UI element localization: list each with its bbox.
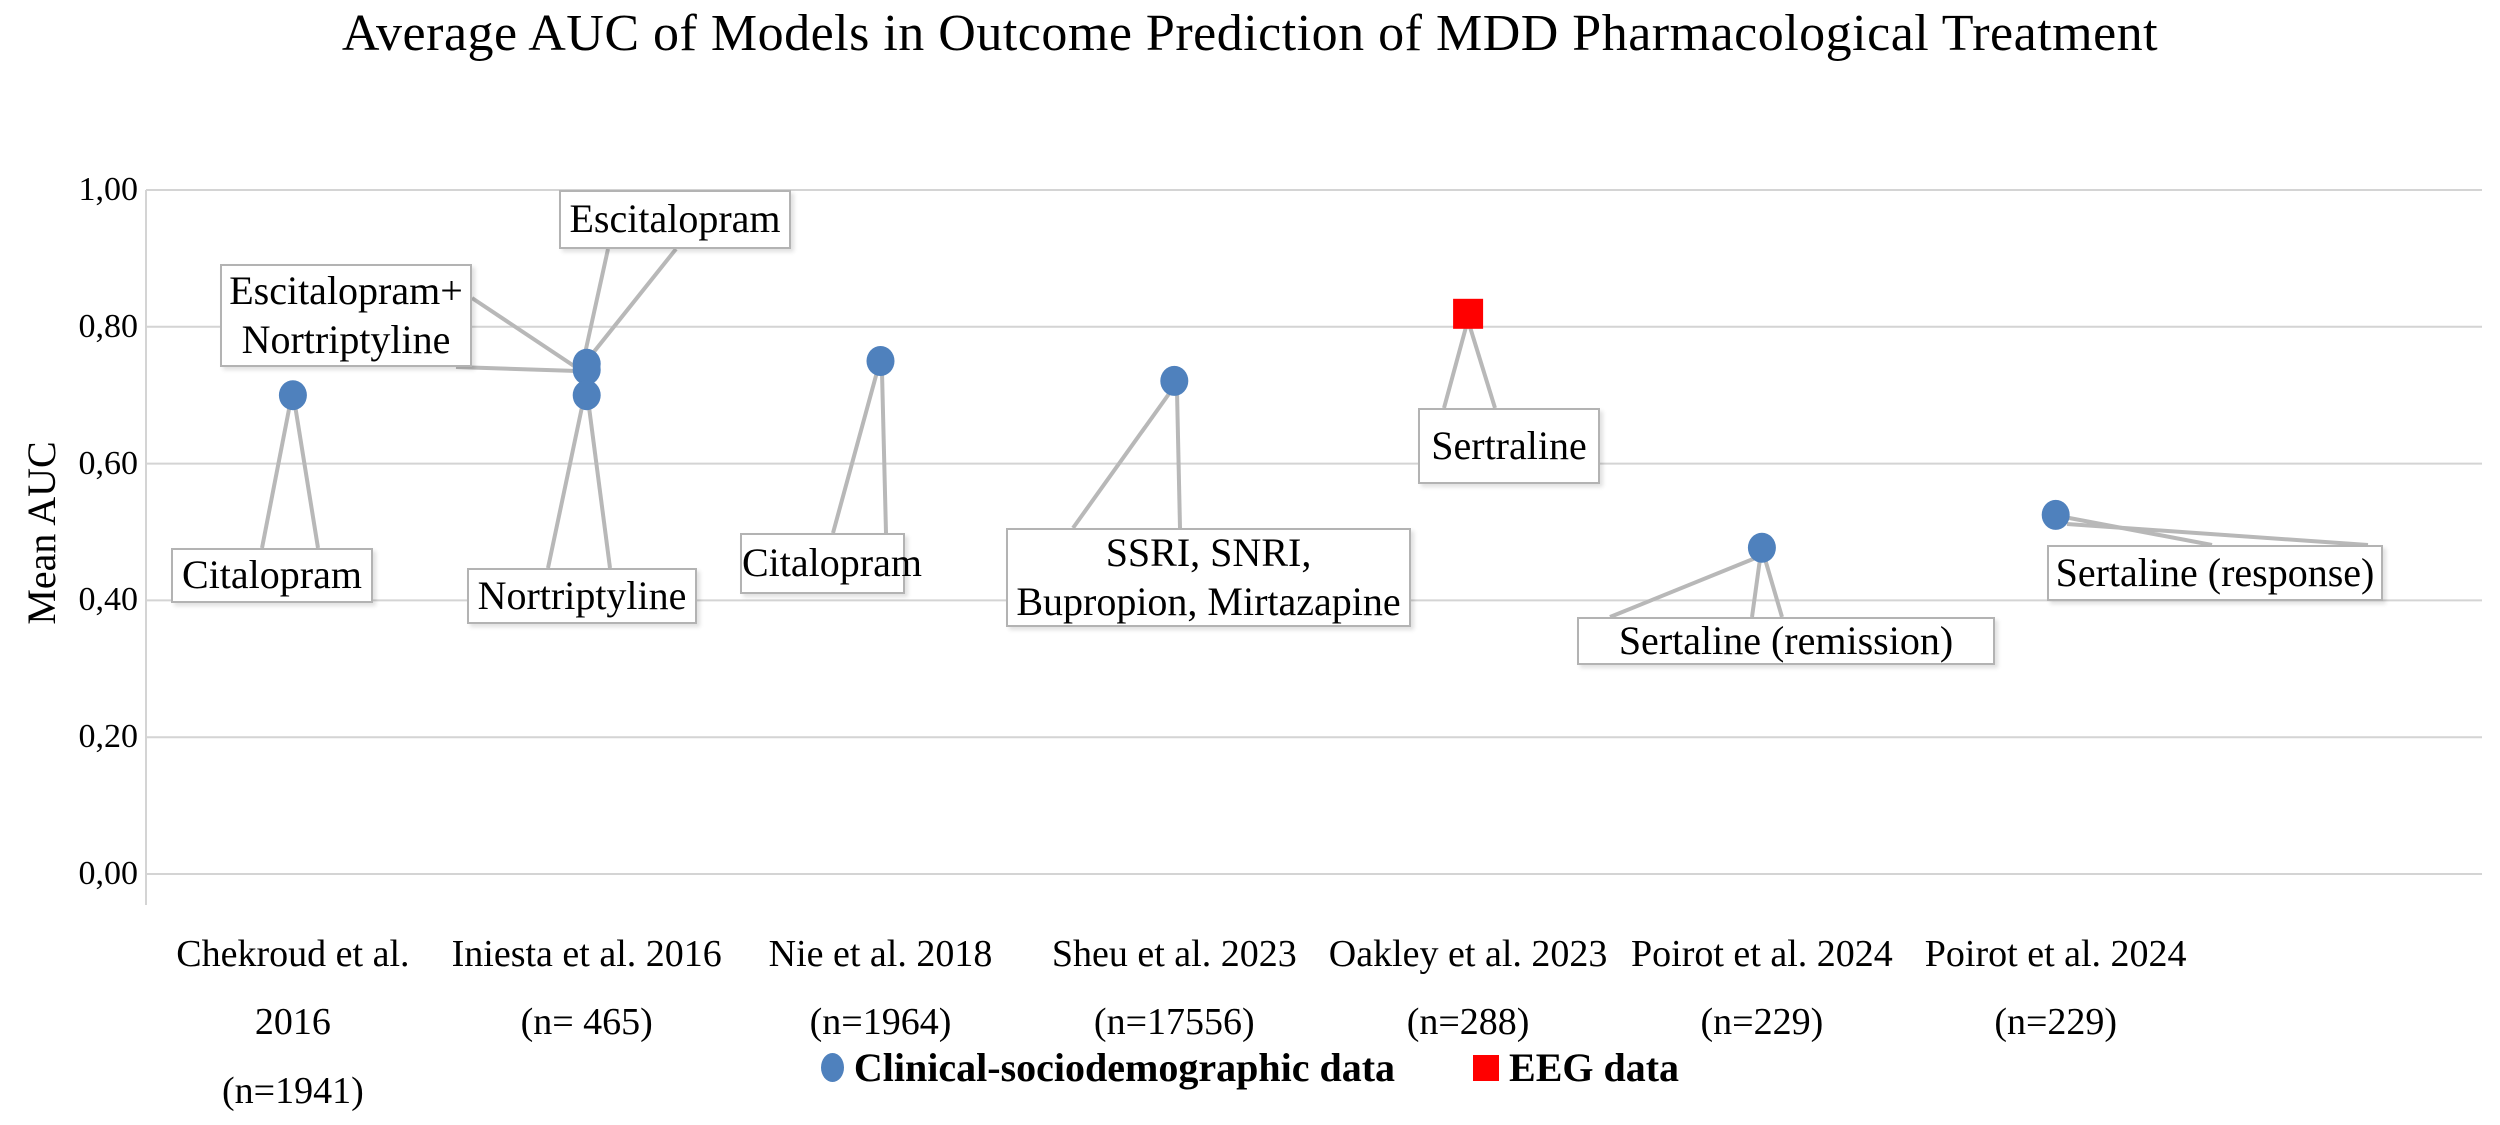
legend-item-eeg: EEG data bbox=[1473, 1044, 1679, 1091]
x-label-line: (n= 465) bbox=[520, 1001, 653, 1044]
x-label-line: Poirot et al. 2024 bbox=[1631, 933, 1893, 975]
x-label-line: Chekroud et al. bbox=[176, 933, 410, 975]
data-point-square bbox=[1453, 298, 1484, 329]
callout-leader-line bbox=[292, 398, 320, 549]
legend-item-clinical: Clinical-sociodemographic data bbox=[820, 1044, 1396, 1091]
x-axis-category-label: Chekroud et al. 2016 (n=1941) bbox=[138, 920, 448, 1125]
callout-text-line: Nortriptyline bbox=[241, 316, 451, 362]
x-label-line: Nie et al. 2018 bbox=[768, 933, 993, 975]
callout-sertraline: Sertraline bbox=[1418, 408, 1600, 484]
y-tick-label: 0,20 bbox=[78, 718, 139, 756]
callout-leader-line bbox=[1750, 558, 1762, 618]
callout-text-line: Citalopram bbox=[182, 552, 362, 598]
y-tick-label: 0,80 bbox=[78, 307, 139, 345]
callout-leader-line bbox=[587, 406, 612, 569]
callout-leader-line bbox=[1468, 326, 1497, 409]
x-label-line: Iniesta et al. 2016 bbox=[451, 933, 722, 975]
callout-text-line: Escitalopram+ bbox=[229, 267, 463, 313]
callout-leader-line bbox=[455, 365, 578, 373]
callout-text-line: SSRI, SNRI, bbox=[1105, 529, 1312, 575]
callout-text-line: Nortriptyline bbox=[477, 572, 687, 618]
x-axis-category-label: Nie et al. 2018 (n=1964) bbox=[726, 920, 1036, 1057]
x-label-line: (n=17556) bbox=[1093, 1001, 1255, 1044]
callout-leader-line bbox=[1175, 390, 1182, 529]
callout-text-line: Citalopram bbox=[742, 540, 922, 586]
data-point-circle bbox=[2041, 499, 2070, 530]
callout-leader-line bbox=[260, 398, 293, 549]
callout-leader-line bbox=[831, 371, 879, 534]
callout-leader-line bbox=[470, 296, 576, 368]
x-label-line: Poirot et al. 2024 bbox=[1924, 933, 2187, 975]
callout-ssri-snri-bupropion-mirtazapine: SSRI, SNRI, Bupropion, Mirtazapine bbox=[1006, 528, 1411, 627]
x-label-line: (n=1941) bbox=[222, 1069, 364, 1112]
x-axis-category-label: Sheu et al. 2023 (n=17556) bbox=[1019, 920, 1329, 1057]
callout-leader-line bbox=[1071, 389, 1173, 530]
callout-leader-line bbox=[2066, 522, 2369, 547]
data-point-circle bbox=[1160, 365, 1189, 396]
data-point-circle bbox=[1747, 532, 1776, 563]
callout-sertaline-response: Sertaline (response) bbox=[2047, 545, 2383, 601]
callout-text-line: Escitalopram bbox=[569, 196, 781, 242]
y-tick-label: 0,40 bbox=[78, 581, 139, 619]
data-point-circle bbox=[866, 346, 895, 376]
callout-text-line: Bupropion, Mirtazapine bbox=[1016, 578, 1401, 624]
data-point-circle bbox=[572, 380, 601, 411]
x-label-line: Sheu et al. 2023 bbox=[1051, 933, 1297, 975]
circle-marker-icon bbox=[820, 1053, 844, 1082]
callout-leader-line bbox=[546, 406, 584, 569]
data-point-circle bbox=[572, 354, 601, 385]
x-label-line: 2016 bbox=[254, 1001, 331, 1044]
y-tick-label: 1,00 bbox=[78, 171, 139, 208]
y-tick-label: 0,60 bbox=[78, 444, 139, 482]
x-label-line: Oakley et al. 2023 bbox=[1328, 933, 1608, 975]
callout-citalopram-chekroud: Citalopram bbox=[171, 548, 373, 603]
x-label-line: (n=229) bbox=[1994, 1001, 2118, 1044]
callout-leader-line bbox=[582, 248, 610, 359]
chart-title: Average AUC of Models in Outcome Predict… bbox=[341, 5, 2159, 62]
callout-sertaline-remission: Sertaline (remission) bbox=[1577, 617, 1995, 665]
legend-label-eeg: EEG data bbox=[1509, 1045, 1680, 1090]
legend: Clinical-sociodemographic data EEG data bbox=[0, 1044, 2500, 1091]
x-label-line: (n=1964) bbox=[809, 1001, 952, 1044]
callout-leader-line bbox=[1609, 555, 1759, 619]
callout-text-line: Sertraline bbox=[1431, 422, 1587, 468]
x-label-line: (n=288) bbox=[1406, 1001, 1530, 1044]
x-axis-category-label: Poirot et al. 2024 (n=229) bbox=[1901, 920, 2211, 1057]
callout-leader-line bbox=[2063, 515, 2213, 547]
callout-nortriptyline: Nortriptyline bbox=[467, 568, 697, 624]
legend-label-clinical: Clinical-sociodemographic data bbox=[853, 1045, 1396, 1090]
x-axis-category-label: Iniesta et al. 2016 (n= 465) bbox=[432, 920, 742, 1057]
callout-text-line: Sertaline (remission) bbox=[1618, 617, 1954, 663]
callout-leader-line bbox=[587, 247, 678, 360]
callout-leader-line bbox=[1763, 558, 1784, 618]
data-point-circle bbox=[278, 380, 307, 411]
x-label-line: (n=229) bbox=[1700, 1001, 1824, 1044]
callout-text-line: Sertaline (response) bbox=[2055, 549, 2375, 595]
callout-citalopram-nie: Citalopram bbox=[740, 533, 922, 594]
x-axis-category-label: Oakley et al. 2023 (n=288) bbox=[1313, 920, 1623, 1057]
callout-escitalopram-plus-nortriptyline: Escitalopram+ Nortriptyline bbox=[220, 264, 472, 367]
y-tick-label: 0,00 bbox=[78, 855, 139, 892]
y-axis-title: Mean AUC bbox=[19, 441, 64, 625]
callout-leader-line bbox=[1442, 326, 1468, 409]
square-marker-icon bbox=[1473, 1054, 1500, 1081]
callout-leader-line bbox=[880, 371, 888, 534]
x-axis-category-label: Poirot et al. 2024 (n=229) bbox=[1607, 920, 1917, 1057]
callout-escitalopram: Escitalopram bbox=[559, 190, 791, 249]
